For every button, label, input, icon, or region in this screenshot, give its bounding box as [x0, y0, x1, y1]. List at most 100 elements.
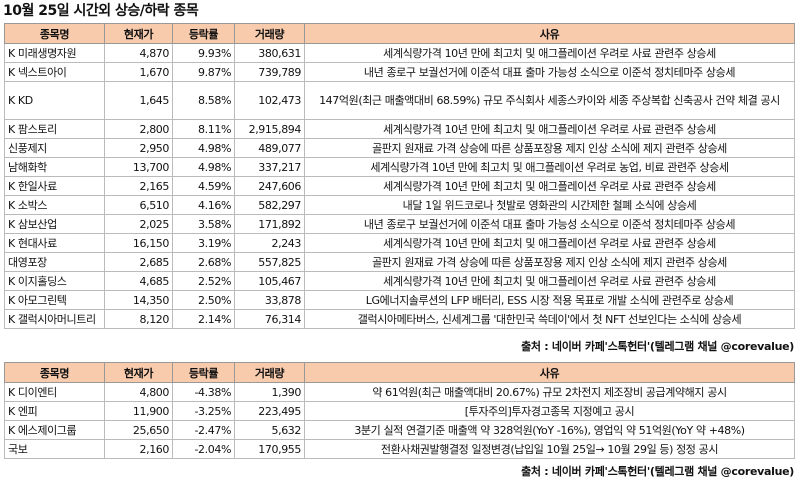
price-cell: 2,160 [104, 439, 173, 459]
stock-name-cell: K 미래생명자원 [4, 43, 105, 63]
volume-cell: 582,297 [234, 195, 305, 215]
table-row: K 넥스트아이 1,670 9.87% 739,789 내년 종로구 보궐선거에 이준석… [4, 62, 795, 82]
reason-cell: 147억원(최근 매출액대비 68.59%) 규모 주식회사 세종스카이와 세종… [304, 81, 795, 120]
stock-name-cell: K 소박스 [4, 195, 105, 215]
table-row: K 이지홀딩스 4,685 2.52% 105,467 세계식량가격 10년 만에 최고… [4, 271, 795, 291]
volume-cell: 247,606 [234, 176, 305, 196]
rate-cell: 4.98% [172, 157, 235, 177]
table-row: K 아모그린텍 14,350 2.50% 33,878 LG에너지솔루션의 LFP 배터… [4, 290, 795, 310]
volume-cell: 223,495 [234, 401, 305, 421]
volume-cell: 337,217 [234, 157, 305, 177]
header-rate: 등락률 [172, 23, 235, 44]
price-cell: 2,165 [104, 176, 173, 196]
rate-cell: 4.59% [172, 176, 235, 196]
stock-name-cell: K 에스제이그룹 [4, 420, 105, 440]
volume-cell: 1,390 [234, 382, 305, 402]
header-price: 현재가 [104, 362, 173, 383]
rate-cell: 4.16% [172, 195, 235, 215]
stock-name-cell: 남해화학 [4, 157, 105, 177]
table-row: K 팜스토리 2,800 8.11% 2,915,894 세계식량가격 10년 만에 최… [4, 119, 795, 139]
table-row: K 갤럭시아머니트리 8,120 2.14% 76,314 갤럭시아메타버스, 신세계그… [4, 309, 795, 329]
reason-cell: 세계식량가격 10년 만에 최고치 및 애그플레이션 우려로 사료 관련주 상승… [304, 119, 795, 139]
table-row: K 엔피 11,900 -3.25% 223,495 [투자주의]투자경고종목 지정예고… [4, 401, 795, 421]
rate-cell: -3.25% [172, 401, 235, 421]
reason-cell: LG에너지솔루션의 LFP 배터리, ESS 시장 적용 목표로 개발 소식에 … [304, 290, 795, 310]
table-row: 국보 2,160 -2.04% 170,955 전환사채권발행결정 일정변경(납입일 1… [4, 439, 795, 459]
price-cell: 4,685 [104, 271, 173, 291]
volume-cell: 739,789 [234, 62, 305, 82]
stock-name-cell: K 삼보산업 [4, 214, 105, 234]
rate-cell: 9.93% [172, 43, 235, 63]
reason-cell: 전환사채권발행결정 일정변경(납입일 10월 25일→ 10월 29일 등) 정… [304, 439, 795, 459]
reason-cell: 세계식량가격 10년 만에 최고치 및 애그플레이션 우려로 사료 관련주 상승… [304, 233, 795, 253]
volume-cell: 170,955 [234, 439, 305, 459]
table-row: K 미래생명자원 4,870 9.93% 380,631 세계식량가격 10년 만에 최… [4, 43, 795, 63]
rate-cell: 4.98% [172, 138, 235, 158]
rate-cell: 2.14% [172, 309, 235, 329]
header-rate: 등락률 [172, 362, 235, 383]
price-cell: 25,650 [104, 420, 173, 440]
rate-cell: 2.52% [172, 271, 235, 291]
reason-cell: 내년 종로구 보궐선거에 이준석 대표 출마 가능성 소식으로 이준석 정치테마… [304, 62, 795, 82]
stock-name-cell: 신풍제지 [4, 138, 105, 158]
stock-name-cell: K 디이엔티 [4, 382, 105, 402]
price-cell: 2,025 [104, 214, 173, 234]
stock-name-cell: K 넥스트아이 [4, 62, 105, 82]
price-cell: 2,950 [104, 138, 173, 158]
reason-cell: 갤럭시아메타버스, 신세계그룹 '대한민국 쓱데이'에서 첫 NFT 선보인다는… [304, 309, 795, 329]
table-row: K 현대사료 16,150 3.19% 2,243 세계식량가격 10년 만에 최고치 … [4, 233, 795, 253]
reason-cell: [투자주의]투자경고종목 지정예고 공시 [304, 401, 795, 421]
volume-cell: 2,243 [234, 233, 305, 253]
reason-cell: 내년 종로구 보궐선거에 이준석 대표 출마 가능성 소식으로 이준석 정치테마… [304, 214, 795, 234]
rate-cell: -2.04% [172, 439, 235, 459]
stock-name-cell: K 현대사료 [4, 233, 105, 253]
table-row: 대영포장 2,685 2.68% 557,825 골판지 원재료 가격 상승에 따른 상… [4, 252, 795, 272]
rate-cell: 8.11% [172, 119, 235, 139]
price-cell: 2,800 [104, 119, 173, 139]
table-row: K 소박스 6,510 4.16% 582,297 내달 1일 위드코로나 첫발로 영화… [4, 195, 795, 215]
stock-name-cell: K 엔피 [4, 401, 105, 421]
header-volume: 거래량 [234, 23, 305, 44]
table-row: K 삼보산업 2,025 3.58% 171,892 내년 종로구 보궐선거에 이준석 … [4, 214, 795, 234]
table-row: K 한일사료 2,165 4.59% 247,606 세계식량가격 10년 만에 최고치… [4, 176, 795, 196]
price-cell: 6,510 [104, 195, 173, 215]
reason-cell: 세계식량가격 10년 만에 최고치 및 애그플레이션 우려로 농업, 비료 관련… [304, 157, 795, 177]
rate-cell: -4.38% [172, 382, 235, 402]
header-reason: 사유 [304, 362, 795, 383]
rate-cell: 2.50% [172, 290, 235, 310]
stock-name-cell: K KD [4, 81, 105, 120]
price-cell: 14,350 [104, 290, 173, 310]
reason-cell: 내달 1일 위드코로나 첫발로 영화관의 시간제한 철폐 소식에 상승세 [304, 195, 795, 215]
source-note-2: 출처 : 네이버 카페'스톡헌터'(텔레그램 채널 @corevalue) [521, 465, 794, 478]
stock-name-cell: K 이지홀딩스 [4, 271, 105, 291]
rate-cell: 8.58% [172, 81, 235, 120]
volume-cell: 557,825 [234, 252, 305, 272]
stock-name-cell: K 팜스토리 [4, 119, 105, 139]
header-price: 현재가 [104, 23, 173, 44]
price-cell: 4,870 [104, 43, 173, 63]
table-row: K 디이엔티 4,800 -4.38% 1,390 약 61억원(최근 매출액대비 20… [4, 382, 795, 402]
header-name: 종목명 [4, 362, 105, 383]
price-cell: 1,645 [104, 81, 173, 120]
volume-cell: 2,915,894 [234, 119, 305, 139]
table-row: 남해화학 13,700 4.98% 337,217 세계식량가격 10년 만에 최고치 … [4, 157, 795, 177]
price-cell: 13,700 [104, 157, 173, 177]
reason-cell: 세계식량가격 10년 만에 최고치 및 애그플레이션 우려로 사료 관련주 상승… [304, 43, 795, 63]
volume-cell: 105,467 [234, 271, 305, 291]
rise-table: 종목명 현재가 등락률 거래량 사유 K 미래생명자원 4,870 9.93% 380… [4, 23, 795, 329]
price-cell: 4,800 [104, 382, 173, 402]
reason-cell: 세계식량가격 10년 만에 최고치 및 애그플레이션 우려로 사료 관련주 상승… [304, 176, 795, 196]
fall-header-row: 종목명 현재가 등락률 거래량 사유 [4, 362, 795, 383]
stock-name-cell: K 아모그린텍 [4, 290, 105, 310]
rise-header-row: 종목명 현재가 등락률 거래량 사유 [4, 23, 795, 44]
table-row: K 에스제이그룹 25,650 -2.47% 5,632 3분기 실적 연결기준 매출액… [4, 420, 795, 440]
price-cell: 1,670 [104, 62, 173, 82]
volume-cell: 380,631 [234, 43, 305, 63]
header-volume: 거래량 [234, 362, 305, 383]
price-cell: 8,120 [104, 309, 173, 329]
volume-cell: 102,473 [234, 81, 305, 120]
volume-cell: 76,314 [234, 309, 305, 329]
rate-cell: 3.58% [172, 214, 235, 234]
volume-cell: 171,892 [234, 214, 305, 234]
price-cell: 11,900 [104, 401, 173, 421]
